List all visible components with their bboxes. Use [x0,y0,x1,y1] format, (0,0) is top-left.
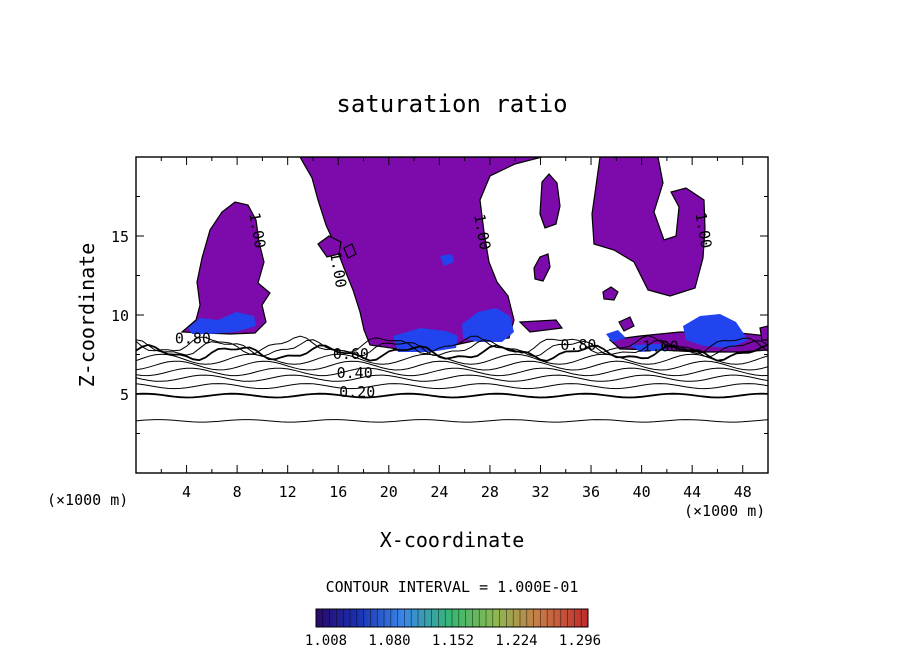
contour-label: 1.00 [245,211,269,250]
y-tick-label: 10 [111,307,129,325]
contour-label: 1.00 [691,211,715,250]
contour-line [136,353,768,365]
colorbar-label: 1.224 [495,633,537,649]
x-tick-label: 44 [683,483,701,501]
contour-label: 0.80 [560,336,596,354]
contour-line [136,383,768,390]
high-saturation-patch [462,308,514,342]
y-axis-title: Z-coordinate [75,243,99,388]
x-tick-label: 40 [633,483,651,501]
region-fleck-2 [759,325,768,341]
contour-line [136,360,768,371]
x-tick-labels: 4 8 12 16 20 24 28 32 36 40 44 48 [182,483,752,501]
region-left [180,201,271,335]
contour-label: 1.00 [470,213,494,252]
x-tick-label: 32 [531,483,549,501]
chart-title: saturation ratio [336,90,567,118]
contour-label: 0.80 [175,329,211,347]
colorbar-label: 1.080 [368,633,410,649]
x-tick-label: 4 [182,483,191,501]
contour-line [136,419,768,423]
contour-label: 1.00 [642,337,678,355]
high-saturation-patch [440,254,454,266]
region-fleck-3 [518,319,564,333]
x-tick-label: 12 [279,483,297,501]
high-saturation-patch [393,328,458,352]
colorbar-label: 1.152 [432,633,474,649]
high-saturation-patch [683,314,748,348]
y-unit-label: (×1000 m) [47,491,128,509]
region-blob-3 [317,235,342,258]
high-saturation-patch [188,312,256,334]
contour-label: 1.00 [326,251,350,290]
region-blob-5 [602,286,619,301]
high-saturation-patches [188,254,748,352]
y-tick-label: 15 [111,228,129,246]
x-unit-label: (×1000 m) [684,502,765,520]
axis-ticks [136,157,768,473]
region-right [591,157,706,297]
contour-lines [136,335,768,423]
x-tick-label: 24 [430,483,448,501]
contour-line [136,374,768,382]
x-tick-label: 28 [481,483,499,501]
region-blob-1 [539,173,561,229]
region-blob-4 [343,243,357,259]
x-tick-label: 36 [582,483,600,501]
colorbar-label: 1.296 [559,633,601,649]
colorbar-stripes [322,609,582,627]
colorbar: 1.008 1.080 1.152 1.224 1.296 [305,608,601,649]
x-tick-label: 16 [329,483,347,501]
contour-line [136,343,768,362]
x-axis-title: X-coordinate [380,528,525,552]
contour-labels: 0.200.400.60 0.80 0.80 1.00 1.00 1.00 1.00 1.00 [175,211,716,401]
high-saturation-patch [630,344,668,352]
contour-line [136,392,768,399]
y-tick-label: 5 [120,386,129,404]
contour-interval-note: CONTOUR INTERVAL = 1.000E-01 [326,578,579,596]
x-tick-label: 20 [380,483,398,501]
contour-label: 0.20 [339,383,375,401]
contour-line [136,335,768,355]
contour-line [136,367,768,377]
region-fleck-1 [618,316,635,332]
colorbar-label: 1.008 [305,633,347,649]
x-tick-label: 48 [734,483,752,501]
x-tick-label: 8 [233,483,242,501]
contour-label: 0.40 [337,364,373,382]
high-saturation-patch [606,330,626,342]
plot-area [136,157,768,473]
region-blob-2 [533,253,551,282]
contour-label: 0.60 [333,345,369,363]
y-tick-labels: 5 10 15 [111,228,129,404]
contour-line [136,339,768,358]
colorbar-labels: 1.008 1.080 1.152 1.224 1.296 [305,633,601,649]
